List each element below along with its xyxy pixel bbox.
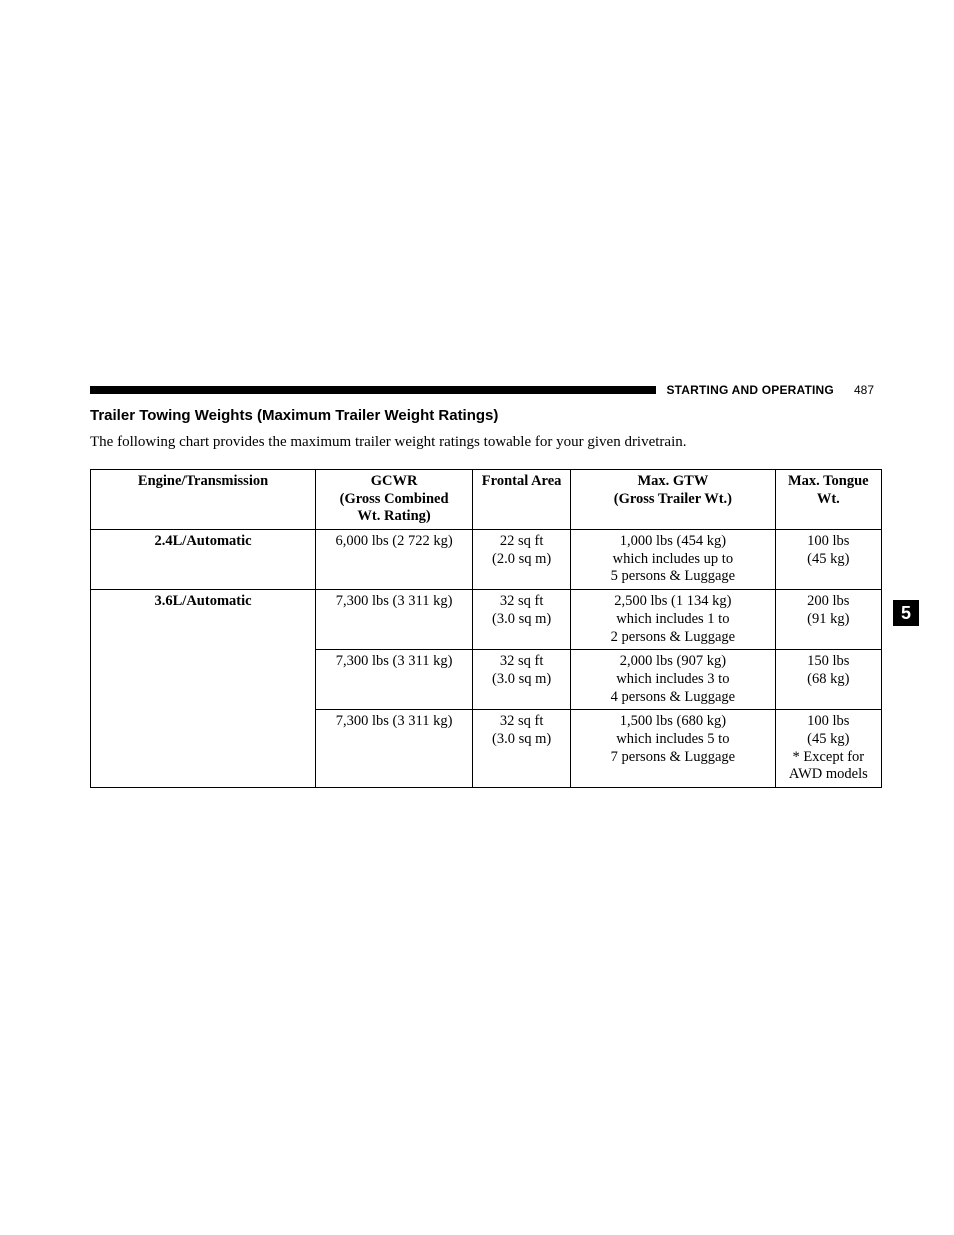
page-title: Trailer Towing Weights (Maximum Trailer … — [90, 407, 954, 424]
cell-gcwr: 7,300 lbs (3 311 kg) — [316, 710, 473, 788]
cell-gtw: 1,000 lbs (454 kg)which includes up to5 … — [571, 530, 775, 590]
cell-tongue: 150 lbs(68 kg) — [775, 650, 881, 710]
col-header-tongue: Max. TongueWt. — [775, 470, 881, 530]
cell-gtw: 2,000 lbs (907 kg)which includes 3 to4 p… — [571, 650, 775, 710]
col-header-gtw: Max. GTW(Gross Trailer Wt.) — [571, 470, 775, 530]
table-body: 2.4L/Automatic 6,000 lbs (2 722 kg) 22 s… — [91, 530, 882, 788]
towing-table: Engine/Transmission GCWR(Gross CombinedW… — [90, 469, 882, 788]
table-row: 2.4L/Automatic 6,000 lbs (2 722 kg) 22 s… — [91, 530, 882, 590]
header-section: STARTING AND OPERATING — [656, 383, 854, 397]
cell-frontal: 32 sq ft(3.0 sq m) — [473, 590, 571, 650]
table-header-row: Engine/Transmission GCWR(Gross CombinedW… — [91, 470, 882, 530]
cell-engine: 2.4L/Automatic — [91, 530, 316, 590]
page: STARTING AND OPERATING 487 Trailer Towin… — [0, 0, 954, 1235]
col-header-engine: Engine/Transmission — [91, 470, 316, 530]
cell-frontal: 32 sq ft(3.0 sq m) — [473, 710, 571, 788]
header-rule — [90, 386, 656, 394]
col-header-gcwr: GCWR(Gross CombinedWt. Rating) — [316, 470, 473, 530]
table-row: 3.6L/Automatic 7,300 lbs (3 311 kg) 32 s… — [91, 590, 882, 650]
header-page-number: 487 — [854, 383, 954, 397]
running-header: STARTING AND OPERATING 487 — [0, 383, 954, 397]
cell-tongue: 100 lbs(45 kg) — [775, 530, 881, 590]
cell-gtw: 1,500 lbs (680 kg)which includes 5 to7 p… — [571, 710, 775, 788]
cell-tongue: 100 lbs(45 kg)* Except forAWD models — [775, 710, 881, 788]
cell-gcwr: 7,300 lbs (3 311 kg) — [316, 590, 473, 650]
cell-tongue: 200 lbs(91 kg) — [775, 590, 881, 650]
cell-frontal: 22 sq ft(2.0 sq m) — [473, 530, 571, 590]
intro-text: The following chart provides the maximum… — [90, 434, 954, 451]
cell-gtw: 2,500 lbs (1 134 kg)which includes 1 to2… — [571, 590, 775, 650]
cell-frontal: 32 sq ft(3.0 sq m) — [473, 650, 571, 710]
cell-engine: 3.6L/Automatic — [91, 590, 316, 788]
col-header-frontal: Frontal Area — [473, 470, 571, 530]
cell-gcwr: 7,300 lbs (3 311 kg) — [316, 650, 473, 710]
cell-gcwr: 6,000 lbs (2 722 kg) — [316, 530, 473, 590]
section-tab: 5 — [893, 600, 919, 626]
